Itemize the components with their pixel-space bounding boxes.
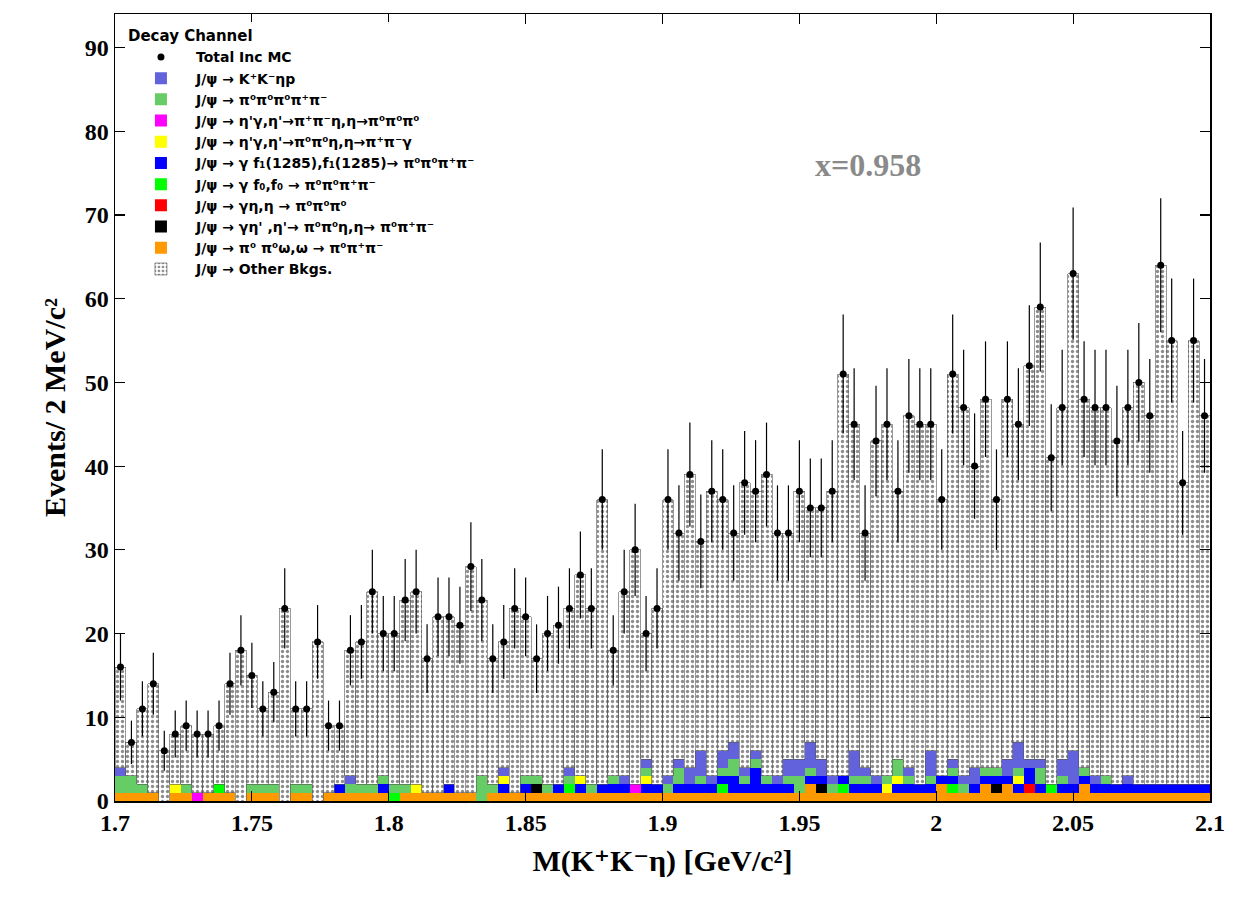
svg-text:1.7: 1.7 xyxy=(100,810,130,836)
svg-text:x=0.958: x=0.958 xyxy=(815,147,921,183)
svg-text:30: 30 xyxy=(85,537,109,563)
svg-text:70: 70 xyxy=(85,202,109,228)
svg-text:J/ψ → η'γ,η'→π⁰π⁰η,η→π⁺π⁻γ: J/ψ → η'γ,η'→π⁰π⁰η,η→π⁺π⁻γ xyxy=(195,134,412,150)
svg-text:0: 0 xyxy=(97,788,109,814)
svg-text:J/ψ → γ f₀,f₀ → π⁰π⁰π⁺π⁻: J/ψ → γ f₀,f₀ → π⁰π⁰π⁺π⁻ xyxy=(195,177,376,193)
svg-text:80: 80 xyxy=(85,119,109,145)
svg-text:90: 90 xyxy=(85,35,109,61)
svg-text:20: 20 xyxy=(85,621,109,647)
svg-text:J/ψ → Other Bkgs.: J/ψ → Other Bkgs. xyxy=(195,261,332,277)
svg-text:J/ψ → η'γ,η'→π⁺π⁻η,η→π⁰π⁰π⁰: J/ψ → η'γ,η'→π⁺π⁻η,η→π⁰π⁰π⁰ xyxy=(195,113,420,129)
svg-text:2.1: 2.1 xyxy=(1195,810,1225,836)
svg-text:2.05: 2.05 xyxy=(1052,810,1094,836)
svg-text:40: 40 xyxy=(85,454,109,480)
svg-text:J/ψ → π⁰π⁰π⁰π⁺π⁻: J/ψ → π⁰π⁰π⁰π⁺π⁻ xyxy=(195,92,327,108)
svg-text:50: 50 xyxy=(85,370,109,396)
svg-text:M(K⁺K⁻η) [GeV/c²]: M(K⁺K⁻η) [GeV/c²] xyxy=(532,844,792,878)
svg-text:60: 60 xyxy=(85,286,109,312)
svg-text:1.85: 1.85 xyxy=(505,810,547,836)
svg-text:1.9: 1.9 xyxy=(648,810,678,836)
svg-text:J/ψ → γη,η → π⁰π⁰π⁰: J/ψ → γη,η → π⁰π⁰π⁰ xyxy=(195,198,347,214)
svg-text:Decay Channel: Decay Channel xyxy=(128,27,253,45)
svg-text:J/ψ → γ f₁(1285),f₁(1285)→ π⁰π: J/ψ → γ f₁(1285),f₁(1285)→ π⁰π⁰π⁺π⁻ xyxy=(195,155,475,171)
svg-text:1.8: 1.8 xyxy=(374,810,404,836)
svg-text:2: 2 xyxy=(930,810,942,836)
svg-text:J/ψ → γη' ,η'→ π⁰π⁰η,η→ π⁰π⁺π⁻: J/ψ → γη' ,η'→ π⁰π⁰η,η→ π⁰π⁺π⁻ xyxy=(195,219,434,235)
svg-text:Events/ 2 MeV/c²: Events/ 2 MeV/c² xyxy=(38,298,71,517)
svg-text:J/ψ → K⁺K⁻ηp: J/ψ → K⁺K⁻ηp xyxy=(195,71,295,87)
svg-text:J/ψ → π⁰ π⁰ω,ω → π⁰π⁺π⁻: J/ψ → π⁰ π⁰ω,ω → π⁰π⁺π⁻ xyxy=(195,240,383,256)
svg-text:Total Inc MC: Total Inc MC xyxy=(196,49,292,65)
svg-text:1.95: 1.95 xyxy=(778,810,820,836)
svg-text:10: 10 xyxy=(85,705,109,731)
svg-text:1.75: 1.75 xyxy=(231,810,273,836)
